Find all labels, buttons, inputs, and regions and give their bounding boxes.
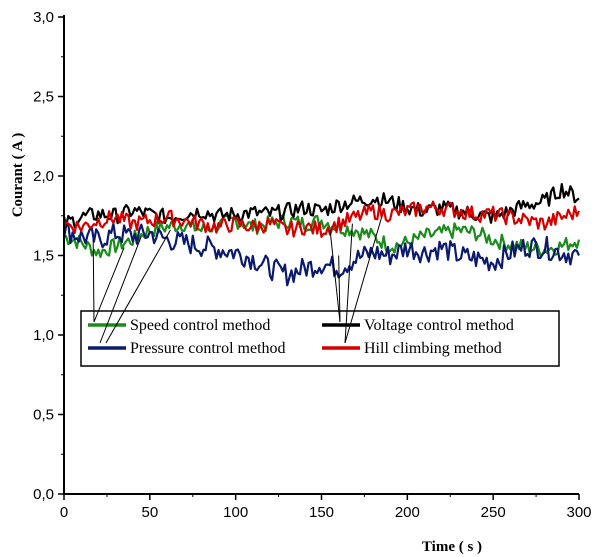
pointer-line — [92, 239, 95, 323]
x-tick-label: 200 — [395, 504, 420, 521]
y-tick-label: 1,0 — [33, 327, 54, 344]
x-tick-label: 50 — [141, 504, 158, 521]
x-tick-label: 250 — [481, 504, 506, 521]
y-tick-label: 0,5 — [33, 407, 54, 424]
legend-pointer-lines — [92, 217, 383, 344]
legend-box — [80, 310, 560, 367]
pointer-line — [344, 223, 353, 344]
series-line — [62, 200, 581, 238]
pointer-line — [105, 229, 171, 344]
legend-label: Speed control method — [130, 317, 270, 334]
y-tick-label: 1,5 — [33, 248, 54, 265]
pointer-line — [344, 217, 383, 344]
axes — [63, 15, 579, 495]
ticks: 0 50 100 150 200 250 300 0,0 0,5 1,0 1,5 2,0 2,5 3,0 — [33, 9, 591, 521]
y-tick-label: 2,0 — [33, 168, 54, 185]
y-tick-label: 0,0 — [33, 486, 54, 503]
y-axis-title: Courant ( A ) — [10, 133, 26, 218]
series-line — [62, 222, 581, 287]
pointer-line — [93, 247, 125, 323]
pointer-line — [338, 255, 341, 323]
legend-label: Hill climbing method — [364, 340, 502, 357]
x-tick-label: 150 — [309, 504, 334, 521]
y-tick-label: 3,0 — [33, 9, 54, 26]
legend-label: Voltage control method — [364, 317, 514, 334]
legend-label: Pressure control method — [130, 340, 286, 357]
x-tick-label: 100 — [223, 504, 248, 521]
x-tick-label: 0 — [60, 504, 68, 521]
y-tick-label: 2,5 — [33, 89, 54, 106]
x-axis-title: Time ( s ) — [422, 539, 482, 555]
pointer-line — [329, 230, 341, 323]
x-tick-label: 300 — [566, 504, 591, 521]
plot-lines — [62, 183, 581, 287]
pointer-line — [99, 236, 142, 344]
legend: Speed control method Pressure control met… — [80, 310, 560, 367]
